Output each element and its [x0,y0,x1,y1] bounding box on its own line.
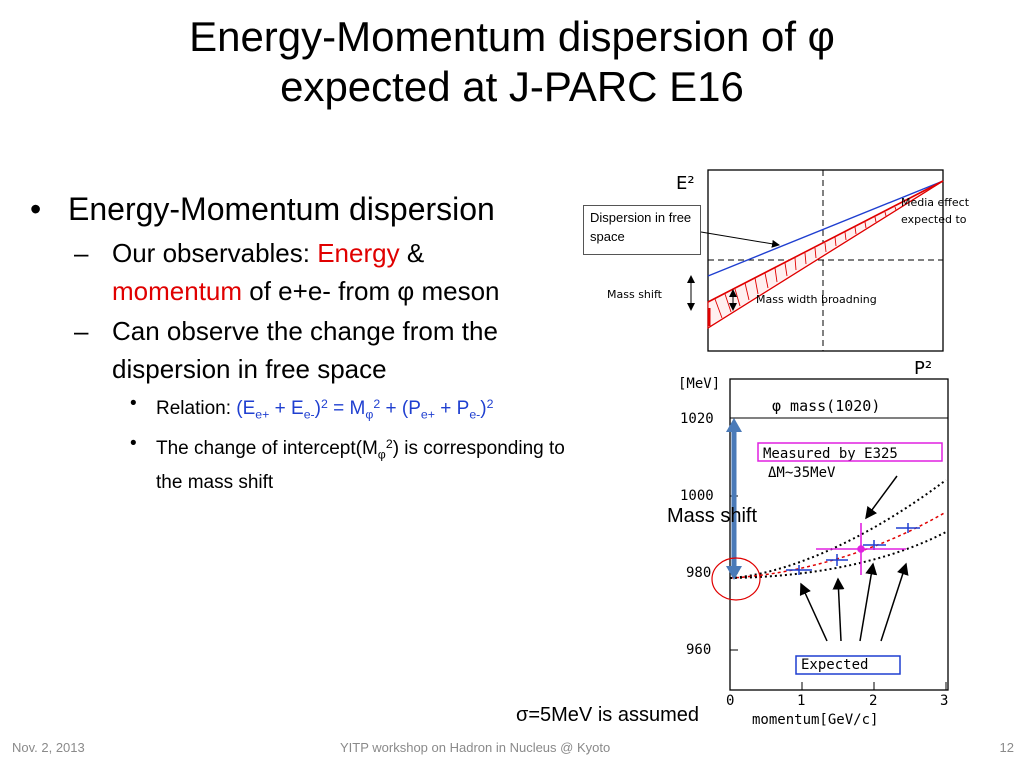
ytick-960: 960 [686,642,711,658]
phi-mass-header: φ mass(1020) [772,397,880,415]
red-dotted-curve [729,511,947,579]
media-upper-line [707,180,944,303]
intercept-circle [711,557,761,601]
intercept-sub: φ [377,447,386,462]
measured-point [816,523,906,575]
measured-arrow [865,475,898,520]
footer-page-number: 12 [999,740,1014,755]
xtick-1: 1 [797,693,805,709]
ytick-1020: 1020 [680,411,714,427]
callout-arrow [700,231,780,248]
expected-label: Expected [801,657,868,673]
footer-center: YITP workshop on Hadron in Nucleus @ Kyo… [340,740,611,755]
dispersion-figure: E² P² Media effect expected to Mass shif… [607,169,970,379]
mass-shift-annotation: Mass shift [667,505,758,527]
intercept-sup: 2 [385,437,393,452]
mass-shift-label: Mass shift [607,288,663,301]
xaxis-label: momentum[GeV/c] [752,712,878,728]
free-space-line [707,180,944,277]
footer-date: Nov. 2, 2013 [12,740,85,755]
bullet-relation: • Relation: (Ee+ + Ee-)2 = Mφ2 + (Pe+ + … [30,390,590,428]
bullet-observables: – Our observables: Energy & momentum of e… [30,234,590,310]
bullet-energy-momentum: • Energy-Momentum dispersion [30,188,590,230]
bullet-observe-change: – Can observe the change from the disper… [30,312,590,388]
slide-title: Energy-Momentum dispersion of φ expected… [0,12,1024,112]
energy-word: Energy [317,238,400,268]
sigma-note: σ=5MeV is assumed [516,704,699,726]
broadening-label: Mass width broadning [756,293,877,306]
lower-dotted-curve [729,531,947,579]
observe-change-text: Can observe the change from the dispersi… [112,316,498,384]
e2-axis-label: E² [676,173,695,194]
intercept-text: The change of intercept(M [156,438,378,460]
p2-axis-label: P² [914,358,932,379]
dispersion-callout: Dispersion in free space [583,205,701,255]
xtick-3: 3 [940,693,948,709]
xtick-0: 0 [726,693,734,709]
relation-label: Relation: [156,398,237,420]
amp-text: & [399,238,425,268]
measured-box [757,442,943,462]
title-line-2: expected at J-PARC E16 [280,63,744,110]
ytick-1000: 1000 [680,488,714,504]
ytick-980: 980 [686,565,711,581]
expected-arrow-2 [832,577,845,642]
expected-arrow-1 [799,582,828,642]
media-effect-label: Media effect [901,196,970,209]
dash-icon: – [74,238,89,268]
bullet-dot-icon: • [130,393,137,414]
expected-arrow-3 [859,562,878,642]
bullet-dot-icon: • [130,433,137,455]
media-lower-line [707,180,944,329]
expected-box [795,655,901,675]
mass-figure: [MeV] 1020 1000 980 960 0 1 2 3 momentum… [678,376,949,728]
mass-shift-big-arrow [726,418,742,580]
bullet-intercept: • The change of intercept(Mφ2) is corres… [30,430,590,496]
unit-label: [MeV] [678,376,720,392]
bullet-list: • Energy-Momentum dispersion – Our obser… [30,188,590,497]
xtick-2: 2 [869,693,877,709]
measured-label: Measured by E325 [763,446,898,462]
intercept-text-2: ) is corresponding to the mass shift [156,438,565,493]
momentum-word: momentum [112,276,243,306]
title-line-1: Energy-Momentum dispersion of φ [189,13,835,60]
observables-prefix: Our observables: [112,238,318,268]
mass-plot-frame [729,378,949,691]
relation-formula: (Ee+ + Ee-)2 = Mφ2 + (Pe+ + Pe-)2 [236,397,494,422]
expected-arrow-4 [880,562,909,642]
bullet-text: Energy-Momentum dispersion [68,191,495,227]
delta-m-label: ΔM~35MeV [768,465,836,481]
observables-suffix: of e+e- from φ meson [242,276,500,306]
expected-to-label: expected to [901,213,967,226]
bullet-dot-icon: • [30,191,42,227]
dash-icon: – [74,316,89,346]
upper-dotted-curve [729,479,947,579]
